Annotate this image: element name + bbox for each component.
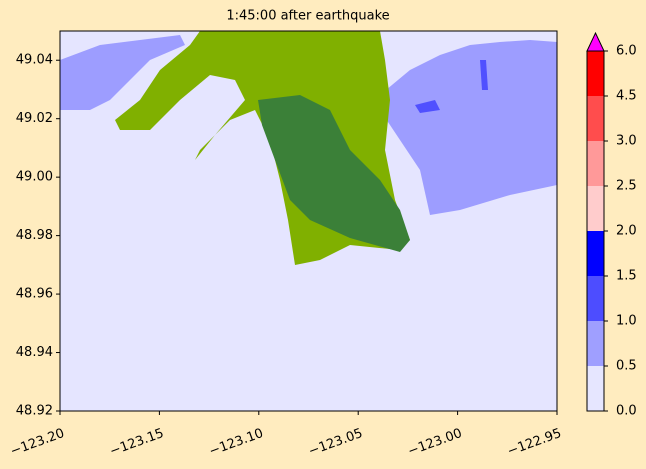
colorbar-bin [587, 186, 604, 231]
x-tick-label: −123.00 [406, 426, 464, 459]
colorbar-tick-label: 0.5 [616, 359, 637, 374]
colorbar-bin [587, 141, 604, 186]
colorbar-tick-label: 1.0 [616, 314, 637, 329]
y-tick-label: 49.04 [16, 53, 53, 68]
chart-title: 1:45:00 after earthquake [226, 9, 389, 24]
colorbar-extend [586, 31, 605, 52]
x-tick-label: −123.15 [108, 426, 166, 459]
colorbar-bin [587, 96, 604, 141]
colorbar-bin [587, 321, 604, 366]
colorbar-tick-label: 2.5 [616, 179, 637, 194]
colorbar-tick-label: 6.0 [616, 44, 637, 59]
x-tick-label: −123.10 [207, 426, 265, 459]
colorbar-bin [587, 51, 604, 96]
colorbar-tick-label: 1.5 [616, 269, 637, 284]
colorbar-bin [587, 276, 604, 321]
colorbar-tick-label: 4.5 [616, 89, 637, 104]
y-tick-label: 49.02 [16, 111, 53, 126]
colorbar-bin [587, 231, 604, 276]
x-tick-label: −123.05 [307, 426, 365, 459]
y-tick-label: 48.94 [16, 345, 53, 360]
y-tick-label: 48.92 [16, 404, 53, 419]
map-layers [60, 31, 557, 411]
colorbar-bin [587, 366, 604, 411]
flood-area [480, 60, 488, 90]
plot-frame [59, 30, 558, 412]
colorbar-tick-label: 3.0 [616, 134, 637, 149]
flood-area [415, 100, 440, 113]
x-tick-label: −122.95 [505, 426, 563, 459]
y-tick-label: 48.98 [16, 228, 53, 243]
land [258, 95, 410, 252]
colorbar-tick-label: 2.0 [616, 224, 637, 239]
y-tick-label: 49.00 [16, 170, 53, 185]
flood-area [380, 40, 557, 215]
colorbar-tick-label: 0.0 [616, 404, 637, 419]
x-tick-label: −123.20 [8, 426, 66, 459]
y-tick-label: 48.96 [16, 287, 53, 302]
flood-area [60, 35, 185, 110]
